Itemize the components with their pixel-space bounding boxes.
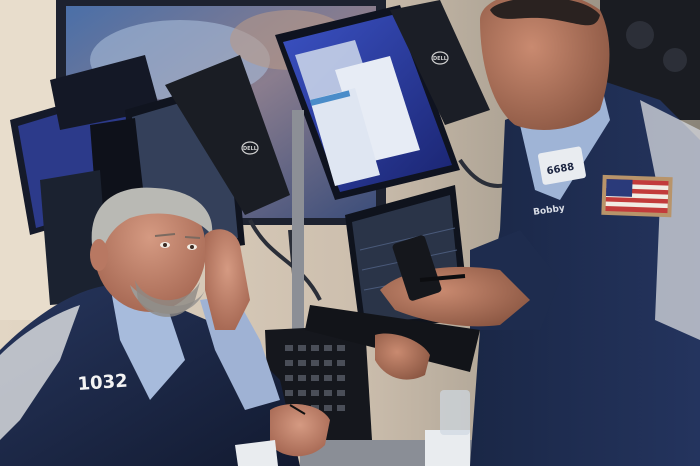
left-trader: 1032 bbox=[0, 187, 330, 466]
right-trader-name-tag: Bobby bbox=[533, 204, 566, 218]
dell-monitor-back bbox=[165, 55, 290, 215]
left-trader-hair bbox=[91, 187, 213, 265]
us-flag-patch bbox=[601, 174, 673, 218]
right-trader-face bbox=[480, 0, 610, 130]
dell-logo-right: DELL bbox=[433, 56, 448, 62]
water-bottle bbox=[440, 390, 470, 435]
right-trader: 6688 Bobby bbox=[305, 0, 700, 466]
right-trader-hair bbox=[490, 0, 600, 26]
left-trader-hand-head bbox=[205, 229, 250, 330]
left-trader-hand-pen bbox=[270, 404, 330, 457]
right-trader-hand-tablet bbox=[375, 333, 430, 380]
dell-monitor-back-2 bbox=[390, 0, 490, 125]
paper-cup bbox=[425, 430, 470, 466]
left-trader-badge-number: 1032 bbox=[77, 371, 128, 395]
monitor-center-top: DELL bbox=[275, 0, 490, 200]
right-trader-badge bbox=[538, 146, 586, 185]
monitor-pole bbox=[292, 110, 304, 340]
handheld-phone bbox=[392, 235, 442, 301]
dell-logo-left: DELL bbox=[243, 146, 258, 152]
right-trader-badge-number: 6688 bbox=[546, 162, 575, 178]
